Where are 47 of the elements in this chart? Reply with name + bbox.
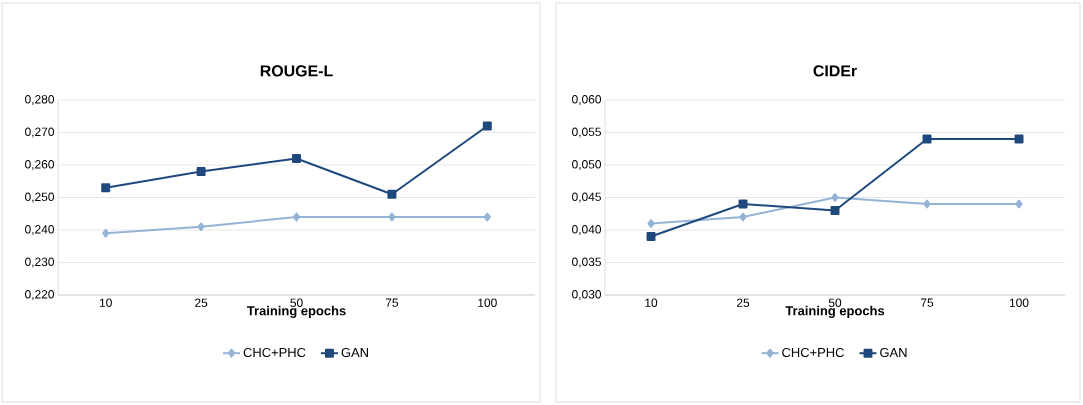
point [1015, 199, 1023, 209]
x-tick-label: 50 [828, 298, 842, 307]
point [101, 183, 111, 193]
point [831, 193, 839, 202]
x-tick-label: 100 [478, 298, 497, 307]
point [388, 212, 396, 222]
y-tick-label: 0,280 [25, 95, 55, 105]
point [292, 212, 301, 222]
chart-title: ROUGE-L [260, 65, 333, 77]
chart-title: CIDEr [813, 65, 857, 77]
x-tick-label: 25 [736, 298, 750, 307]
y-tick-label: 0,050 [572, 160, 602, 170]
legend-label: CHC+PHC [243, 347, 306, 358]
x-tick-label: 100 [1009, 298, 1029, 307]
legend-label: GAN [341, 347, 368, 358]
point [196, 167, 206, 176]
point [102, 228, 110, 238]
legend-label: GAN [880, 347, 907, 358]
y-tick-label: 0,060 [572, 95, 602, 105]
legend-label: CHC+PHC [782, 347, 844, 358]
x-tick-label: 50 [290, 298, 303, 307]
point [923, 199, 931, 209]
y-tick-label: 0,040 [572, 225, 602, 235]
x-tick-label: 10 [645, 298, 658, 307]
y-tick-label: 0,240 [25, 225, 55, 235]
point [292, 154, 301, 163]
x-tick-label: 10 [99, 298, 112, 307]
point [483, 212, 491, 222]
y-tick-label: 0,260 [25, 160, 55, 170]
point [830, 206, 840, 215]
point [197, 222, 205, 232]
point [482, 121, 492, 131]
y-tick-label: 0,270 [25, 127, 55, 138]
y-tick-label: 0,030 [572, 290, 602, 300]
y-tick-label: 0,220 [25, 290, 55, 300]
x-tick-label: 75 [920, 298, 934, 307]
point [387, 189, 397, 199]
point [646, 232, 656, 241]
y-tick-label: 0,250 [25, 192, 55, 203]
point [739, 212, 747, 222]
x-tick-label: 75 [385, 298, 399, 307]
y-tick-label: 0,045 [572, 192, 601, 203]
y-tick-label: 0,230 [25, 257, 55, 268]
y-tick-label: 0,055 [572, 127, 601, 138]
x-tick-label: 25 [195, 298, 208, 307]
point [647, 219, 655, 228]
y-tick-label: 0,035 [572, 257, 601, 268]
